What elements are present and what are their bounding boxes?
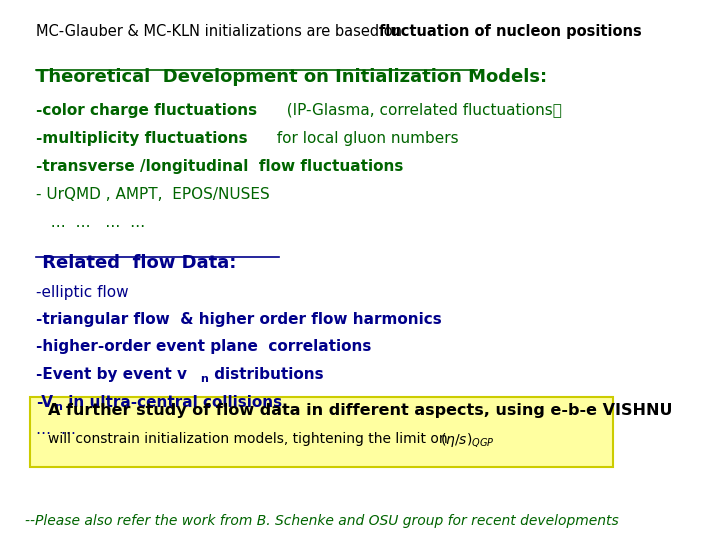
- Text: MC-Glauber & MC-KLN initializations are based on: MC-Glauber & MC-KLN initializations are …: [36, 24, 407, 39]
- Text: A further study of flow data in different aspects, using e-b-e VISHNU: A further study of flow data in differen…: [48, 403, 672, 418]
- FancyBboxPatch shape: [30, 397, 613, 467]
- Text: --Please also refer the work from B. Schenke and OSU group for recent developmen: --Please also refer the work from B. Sch…: [25, 514, 618, 528]
- Text: -transverse /longitudinal  flow fluctuations: -transverse /longitudinal flow fluctuati…: [36, 159, 403, 174]
- Text: $(\eta/s)_{QGP}$: $(\eta/s)_{QGP}$: [440, 431, 495, 449]
- Text: -higher-order event plane  correlations: -higher-order event plane correlations: [36, 339, 372, 354]
- Text: for local gluon numbers: for local gluon numbers: [266, 131, 458, 146]
- Text: -multiplicity fluctuations: -multiplicity fluctuations: [36, 131, 248, 146]
- Text: -triangular flow  & higher order flow harmonics: -triangular flow & higher order flow har…: [36, 312, 442, 327]
- Text: (IP-Glasma, correlated fluctuations）: (IP-Glasma, correlated fluctuations）: [277, 103, 562, 118]
- Text: in ultra-central collisions: in ultra-central collisions: [63, 395, 282, 410]
- Text: -V: -V: [36, 395, 53, 410]
- Text: n: n: [201, 374, 208, 384]
- Text: distributions: distributions: [209, 367, 324, 382]
- Text: will constrain initialization models, tightening the limit on: will constrain initialization models, ti…: [48, 432, 448, 446]
- Text: Related  flow Data:: Related flow Data:: [36, 254, 243, 272]
- Text: Theoretical  Development on Initialization Models:: Theoretical Development on Initializatio…: [36, 68, 547, 85]
- Text: …  …: … …: [36, 422, 76, 437]
- Text: n: n: [55, 402, 63, 412]
- Text: …  …   …  …: … … … …: [36, 215, 145, 230]
- Text: -color charge fluctuations: -color charge fluctuations: [36, 103, 257, 118]
- Text: fluctuation of nucleon positions: fluctuation of nucleon positions: [379, 24, 642, 39]
- Text: -elliptic flow: -elliptic flow: [36, 285, 129, 300]
- Text: -Event by event v: -Event by event v: [36, 367, 187, 382]
- Text: - UrQMD , AMPT,  EPOS/NUSES: - UrQMD , AMPT, EPOS/NUSES: [36, 187, 270, 202]
